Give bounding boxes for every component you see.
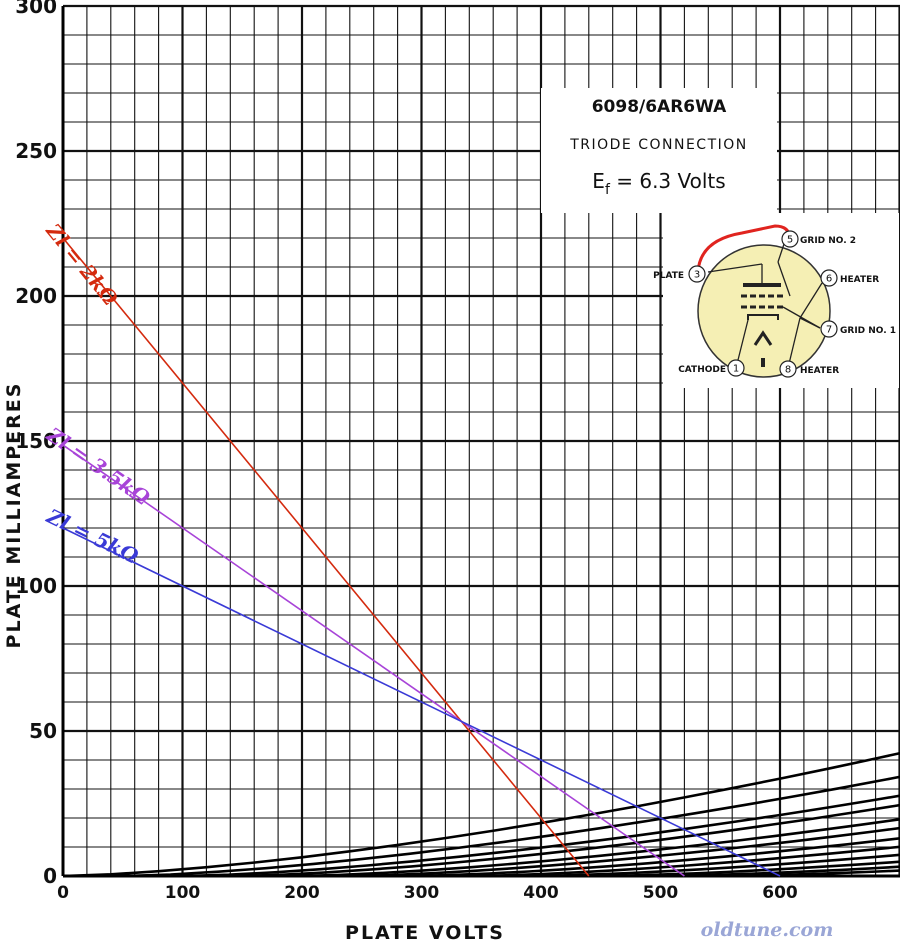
y-tick-label: 150 bbox=[15, 429, 57, 453]
load-line bbox=[62, 237, 590, 877]
x-tick-label: 600 bbox=[762, 883, 798, 903]
plate-curve-ec-0 bbox=[62, 751, 900, 878]
pin-label: GRID NO. 1 bbox=[840, 326, 896, 336]
pin-number: 3 bbox=[694, 270, 700, 281]
load-line-label: Zl = 5kΩ bbox=[42, 503, 142, 568]
chart-subtitle: TRIODE CONNECTION bbox=[569, 137, 748, 153]
x-tick-label: 500 bbox=[643, 883, 679, 903]
plate-curve-ec-minus60 bbox=[409, 836, 900, 878]
pin-number: 6 bbox=[826, 274, 832, 285]
x-tick-label: 300 bbox=[404, 883, 440, 903]
pin-circle bbox=[781, 230, 799, 248]
y-tick-label: 300 bbox=[15, 0, 57, 18]
chart-title: 6098/6AR6WA bbox=[592, 97, 727, 117]
pin-circle bbox=[727, 359, 745, 377]
y-tick-label: 200 bbox=[15, 284, 57, 308]
info-box: 6098/6AR6WA TRIODE CONNECTION Ef = 6.3 V… bbox=[541, 88, 777, 213]
x-axis-label: PLATE VOLTS bbox=[345, 922, 505, 944]
pin-number: 1 bbox=[733, 364, 739, 375]
plate-curve-ec-minus20 bbox=[182, 794, 900, 878]
x-tick-label: 100 bbox=[165, 883, 201, 903]
y-tick-label: 250 bbox=[15, 139, 57, 163]
y-tick-label: 0 bbox=[43, 864, 57, 888]
pin-number: 7 bbox=[826, 325, 832, 336]
pin-number: 8 bbox=[785, 365, 791, 376]
x-tick-label: 400 bbox=[523, 883, 559, 903]
y-tick-label: 100 bbox=[15, 574, 57, 598]
plate-curve-ec-minus40 bbox=[295, 817, 900, 878]
plate-curves bbox=[62, 751, 900, 878]
info-box-background bbox=[541, 88, 777, 213]
y-axis-label: PLATE MILLIAMPERES bbox=[3, 382, 25, 649]
plate-curve-ec-minus90 bbox=[594, 860, 900, 878]
plate-curve-ec-minus30 bbox=[236, 803, 900, 878]
tube-base-circle bbox=[697, 244, 831, 378]
plate-curve-ec-minus80 bbox=[528, 853, 900, 878]
pin-circle bbox=[820, 320, 838, 338]
pin-label: HEATER bbox=[840, 275, 879, 285]
load-line bbox=[62, 444, 685, 877]
load-line bbox=[62, 527, 781, 877]
pin-circle bbox=[688, 265, 706, 283]
plate-curve-ec-minus10 bbox=[122, 775, 900, 878]
pin-label: PLATE bbox=[653, 271, 684, 281]
x-tick-label: 0 bbox=[57, 883, 69, 903]
pin-number: 5 bbox=[787, 235, 793, 246]
plate-curve-ec-minus50 bbox=[349, 826, 900, 878]
heater-voltage-note: Ef = 6.3 Volts bbox=[592, 169, 725, 198]
plate-curve-ec-minus70 bbox=[469, 845, 900, 878]
electrode-symbol-icon bbox=[707, 243, 823, 369]
y-tick-label: 50 bbox=[29, 719, 57, 743]
pin-circle bbox=[779, 360, 797, 378]
pin-label: HEATER bbox=[800, 366, 839, 376]
watermark: oldtune.com bbox=[701, 919, 834, 941]
x-tick-label: 200 bbox=[284, 883, 320, 903]
pin-labels: 3 PLATE 5 GRID NO. 2 6 HEATER 7 GRID NO. 1 1 CATH… bbox=[653, 230, 896, 378]
pin-label: GRID NO. 2 bbox=[800, 236, 856, 246]
pin-label: CATHODE bbox=[678, 365, 726, 375]
pin-circle bbox=[820, 269, 838, 287]
load-line-label: Zl = 3.5kΩ bbox=[42, 422, 155, 510]
base-pinout-diagram: 3 PLATE 5 GRID NO. 2 6 HEATER 7 GRID NO. 1 1 CATH… bbox=[653, 213, 899, 388]
